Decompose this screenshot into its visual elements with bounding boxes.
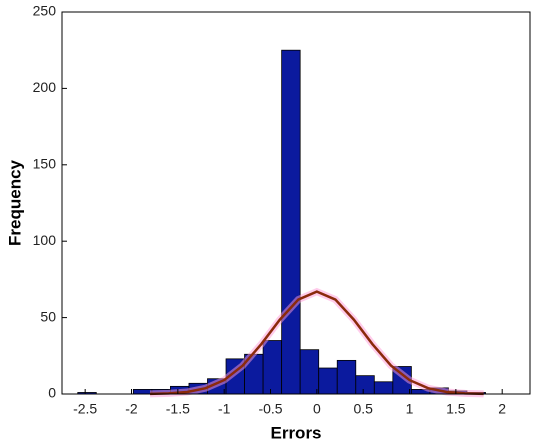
- fit-curve: [150, 290, 484, 396]
- bar: [262, 340, 283, 395]
- y-tick-label: 0: [48, 385, 56, 401]
- y-tick-label: 200: [33, 79, 57, 95]
- x-tick-label: 0: [313, 401, 321, 417]
- bar: [373, 381, 394, 395]
- y-tick-label: 50: [40, 308, 56, 324]
- x-tick-label: 2: [498, 401, 506, 417]
- x-tick-label: 1: [406, 401, 414, 417]
- bar: [132, 389, 153, 395]
- y-tick-label: 150: [33, 156, 57, 172]
- bar: [299, 349, 320, 395]
- bar: [318, 367, 338, 395]
- plot-frame: [61, 11, 531, 395]
- y-tick-label: 250: [33, 3, 57, 19]
- x-tick-label: -2: [125, 401, 138, 417]
- x-tick-label: 0.5: [353, 401, 373, 417]
- x-tick-label: 1.5: [446, 401, 466, 417]
- y-tick-label: 100: [33, 232, 57, 248]
- x-axis-label: Errors: [270, 423, 321, 442]
- bar: [355, 375, 375, 395]
- x-tick-label: -0.5: [258, 401, 282, 417]
- bar: [281, 49, 301, 395]
- x-tick-label: -2.5: [73, 401, 97, 417]
- x-tick-label: -1.5: [166, 401, 190, 417]
- bar: [336, 359, 357, 395]
- y-axis-label: Frequency: [5, 159, 24, 246]
- x-tick-label: -1: [218, 401, 231, 417]
